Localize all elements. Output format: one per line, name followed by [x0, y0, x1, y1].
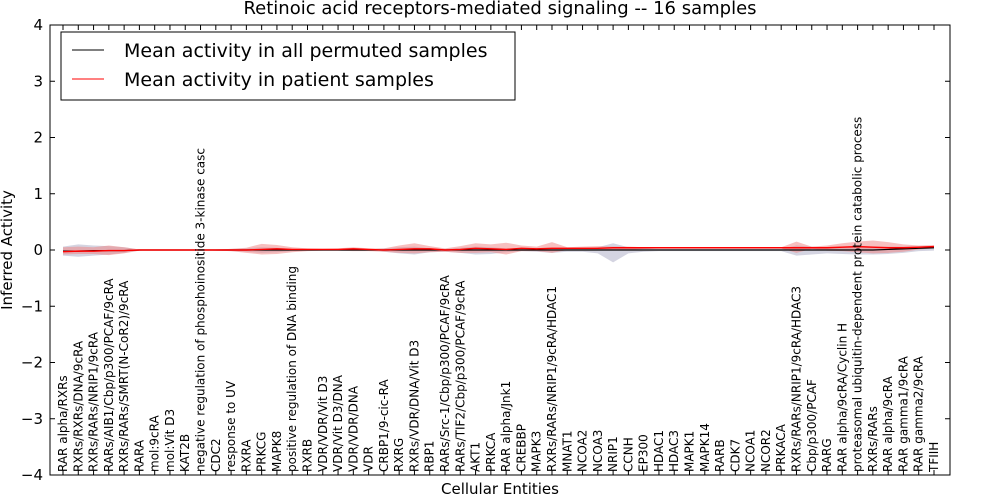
x-tick-label: RXRs/RARs/SMRT(N-CoR2)/9cRA — [117, 280, 131, 472]
x-tick-label: RAR gamma2/9cRA — [912, 355, 926, 472]
y-tick-label: 3 — [33, 72, 43, 90]
x-tick-label: HDAC3 — [667, 430, 681, 472]
y-tick-label: −2 — [21, 354, 43, 372]
x-tick-label: RAR alpha/9cRA — [881, 375, 895, 472]
x-tick-label: MAPK1 — [683, 431, 697, 472]
y-tick-label: −1 — [21, 297, 43, 315]
confidence-bands — [63, 240, 934, 263]
x-tick-label: PRKACA — [774, 423, 788, 472]
x-tick-label: RARA — [132, 439, 146, 472]
x-tick-label: AKT1 — [469, 442, 483, 472]
x-tick-label: Cbp/p300/PCAF — [805, 379, 819, 472]
x-tick-label: RXRB — [300, 439, 314, 472]
x-tick-label: RAR alpha/RXRs — [56, 375, 70, 472]
x-tick-label: HDAC1 — [652, 430, 666, 472]
x-tick-label: VDR — [362, 446, 376, 472]
y-tick-label: 2 — [33, 129, 43, 147]
x-tick-label: CRBP1/9-cic-RA — [377, 378, 391, 472]
x-tick-label: NCOA1 — [744, 430, 758, 472]
x-tick-label: mol:Vit D3 — [163, 409, 177, 472]
axis-ticks: −4 −3 −2 −1 0 1 2 3 4 — [21, 16, 950, 484]
x-tick-label: proteasomal ubiquitin-dependent protein … — [851, 117, 865, 472]
x-tick-label: VDR/Vit D3/DNA — [331, 374, 345, 472]
x-tick-label: NCOR2 — [759, 429, 773, 472]
x-tick-label: PRKCA — [484, 432, 498, 472]
x-tick-labels: RAR alpha/RXRs RXRs/RXRs/DNA/9cRA RXRs/RAR… — [56, 117, 941, 473]
x-tick-label: RARs/Src-1/Cbp/p300/PCAF/9cRA — [438, 274, 452, 472]
x-tick-label: RARG — [820, 438, 834, 472]
legend: Mean activity in all permuted samples Me… — [60, 31, 516, 101]
x-tick-label: RBP1 — [423, 441, 437, 472]
x-axis-label: Cellular Entities — [441, 480, 559, 498]
x-tick-label: MAPK14 — [698, 423, 712, 472]
y-tick-label: −4 — [21, 466, 43, 484]
chart-title: Retinoic acid receptors-mediated signali… — [243, 0, 756, 19]
x-tick-label: RXRs/RARs/NRIP1/9cRA — [87, 331, 101, 472]
x-tick-label: CDK7 — [728, 439, 742, 472]
x-tick-label: negative regulation of phosphoinositide … — [194, 148, 208, 472]
x-tick-label: CREBBP — [514, 424, 528, 472]
legend-box — [60, 31, 516, 101]
x-tick-label: RARs/TIF2/Cbp/p300/PCAF/9cRA — [453, 280, 467, 472]
x-tick-label: positive regulation of DNA binding — [285, 266, 299, 472]
x-tick-label: RXRs/VDR/DNA/Vit D3 — [407, 340, 421, 472]
y-tick-label: 4 — [33, 16, 43, 34]
x-tick-label: NCOA2 — [576, 430, 590, 472]
x-tick-label: RXRs/RXRs/DNA/9cRA — [71, 340, 85, 472]
x-tick-label: RXRs/RARs/NRIP1/9cRA/HDAC3 — [789, 286, 803, 472]
series-lines — [62, 245, 935, 253]
x-tick-label: RXRs/RARs — [866, 406, 880, 472]
y-tick-label: 1 — [33, 185, 43, 203]
x-tick-label: RXRG — [392, 438, 406, 472]
y-axis-label: Inferred Activity — [0, 190, 16, 310]
x-tick-label: NRIP1 — [606, 436, 620, 472]
x-tick-label: RAR alpha/9cRA/Cyclin H — [835, 323, 849, 472]
legend-label-permuted: Mean activity in all permuted samples — [124, 40, 487, 62]
x-tick-label: RAR gamma1/9cRA — [896, 355, 910, 472]
plot-frame — [49, 24, 951, 476]
x-tick-label: CDC2 — [209, 438, 223, 472]
x-tick-label: response to UV — [224, 380, 238, 472]
x-tick-label: NCOA3 — [591, 430, 605, 472]
x-tick-label: VDR/VDR/DNA — [346, 385, 360, 472]
x-tick-label: TFIIH — [927, 442, 941, 473]
legend-label-patient: Mean activity in patient samples — [124, 69, 434, 91]
x-tick-label: RXRs/RARs/NRIP1/9cRA/HDAC1 — [545, 286, 559, 472]
x-tick-label: MNAT1 — [560, 430, 574, 472]
x-tick-label: RXRA — [239, 439, 253, 472]
x-tick-label: MAPK3 — [530, 431, 544, 472]
y-tick-label: 0 — [33, 241, 43, 259]
x-tick-label: RARB — [713, 439, 727, 472]
band-patient — [63, 240, 934, 256]
x-tick-label: MAPK8 — [270, 431, 284, 472]
x-tick-label: RARs/AIB1/Cbp/p300/PCAF/9cRA — [102, 278, 116, 472]
x-tick-label: RAR alpha/Jnk1 — [499, 381, 513, 472]
y-tick-label: −3 — [21, 410, 43, 428]
series-line-patient — [62, 245, 935, 253]
x-tick-label: mol:9cRA — [148, 415, 162, 472]
x-tick-label: KAT2B — [178, 434, 192, 472]
x-tick-label: VDR/VDR/Vit D3 — [316, 376, 330, 472]
x-tick-label: PRKCG — [255, 432, 269, 472]
x-tick-label: EP300 — [637, 434, 651, 472]
x-tick-label: CCNH — [621, 437, 635, 472]
